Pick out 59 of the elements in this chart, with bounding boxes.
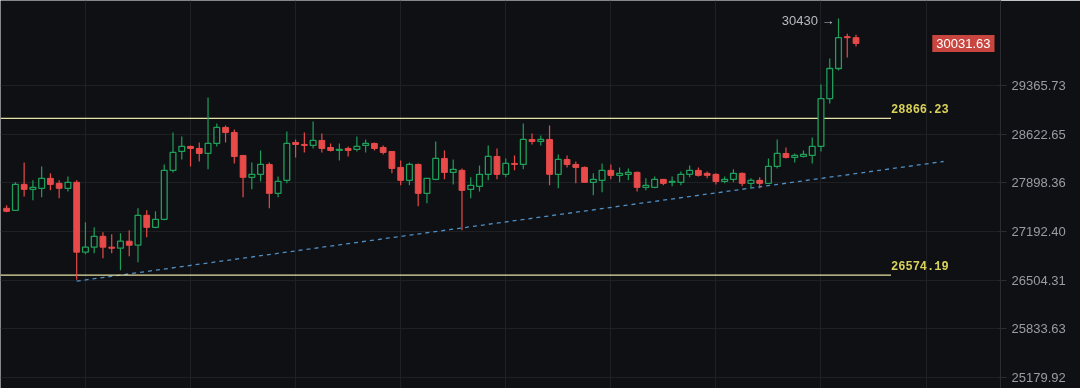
candlestick — [449, 158, 457, 185]
candlestick — [502, 157, 510, 178]
candlestick — [248, 161, 256, 190]
candlestick — [187, 144, 194, 167]
candlestick — [554, 153, 562, 189]
candlestick — [195, 141, 203, 163]
y-tick-label: 26504.31 — [1011, 272, 1066, 288]
candlestick — [747, 177, 755, 189]
candlestick — [239, 154, 247, 198]
y-tick-label: 28622.65 — [1011, 126, 1066, 142]
candlestick — [642, 177, 650, 191]
candlestick — [257, 149, 265, 182]
candlestick — [353, 135, 361, 153]
candlestick — [125, 229, 133, 257]
candlestick — [90, 226, 98, 254]
ref-line-label: 28866.23 — [891, 103, 949, 118]
y-tick-label: 25833.63 — [1011, 321, 1066, 337]
candlestick — [484, 144, 492, 181]
ref-line-label: 26574.19 — [891, 260, 949, 275]
candlestick — [397, 159, 405, 186]
candlestick — [493, 147, 501, 180]
candlestick — [458, 167, 466, 231]
candlestick — [598, 162, 606, 193]
candlestick — [300, 131, 308, 154]
candlestick — [99, 231, 107, 259]
candlestick — [405, 161, 413, 186]
annotation: 30430 → — [781, 12, 835, 28]
candlestick — [432, 140, 440, 181]
candlestick — [178, 135, 186, 161]
candlestick — [344, 145, 352, 158]
candlestick — [169, 131, 177, 173]
candlestick — [475, 164, 484, 192]
candlestick — [782, 146, 790, 160]
candlestick — [309, 120, 317, 150]
candlestick — [589, 172, 597, 196]
candlestick — [773, 138, 781, 170]
annotation: 30031.63 — [936, 35, 991, 51]
candlestick — [528, 132, 536, 146]
candlestick — [292, 138, 299, 159]
candlestick — [274, 175, 282, 198]
candlestick — [441, 149, 448, 180]
y-tick-label: 25179.92 — [1011, 369, 1066, 385]
y-tick-label: 29365.73 — [1011, 78, 1066, 94]
candlestick — [843, 33, 851, 59]
candlestick — [81, 221, 89, 255]
candlestick — [143, 209, 151, 238]
candlestick — [318, 132, 326, 154]
candlestick — [808, 136, 816, 165]
candlestick — [633, 170, 641, 192]
candlestick — [108, 233, 116, 254]
y-tick-label: 27192.40 — [1011, 224, 1066, 240]
y-tick-label: 27898.36 — [1011, 175, 1066, 191]
candlestick — [29, 179, 37, 201]
candlestick — [38, 165, 46, 198]
candlestick — [423, 177, 431, 204]
candlestick — [467, 176, 475, 199]
candlestick — [116, 232, 124, 271]
candlestick — [20, 161, 28, 197]
candlestick — [764, 157, 772, 185]
